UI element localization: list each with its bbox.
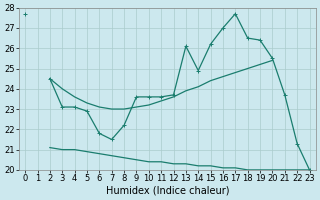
X-axis label: Humidex (Indice chaleur): Humidex (Indice chaleur) <box>106 186 229 196</box>
